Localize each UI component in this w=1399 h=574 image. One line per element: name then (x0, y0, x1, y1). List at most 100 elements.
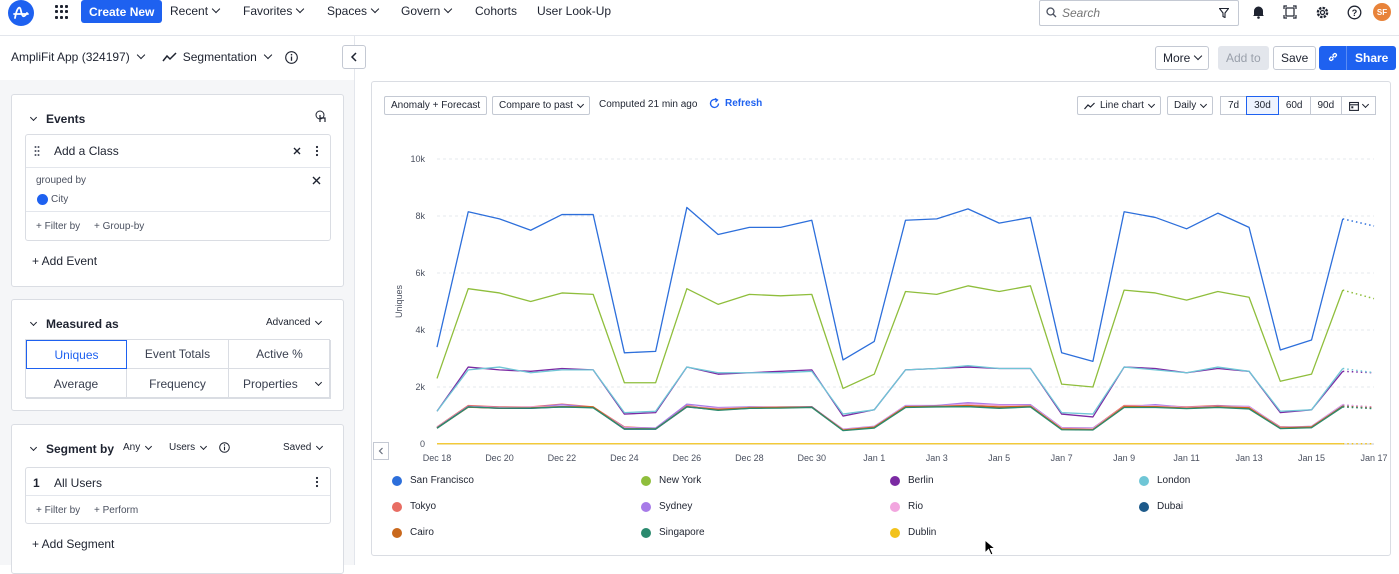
measure-frequency[interactable]: Frequency (127, 369, 229, 399)
measure-uniques[interactable]: Uniques (26, 340, 127, 369)
help-icon[interactable]: ? (1346, 4, 1362, 20)
measure-properties[interactable]: Properties (229, 369, 331, 399)
x-tick-label: Dec 18 (423, 453, 452, 462)
segment-users-label: Users (169, 442, 195, 453)
segment-name[interactable]: All Users (54, 476, 102, 490)
segment-header[interactable]: Segment by (31, 442, 114, 456)
y-tick-label: 10k (410, 154, 425, 164)
nav-user-lookup[interactable]: User Look-Up (537, 4, 611, 18)
saved-segments-dropdown[interactable]: Saved (283, 442, 322, 453)
range-60d[interactable]: 60d (1278, 96, 1311, 115)
mouse-cursor-icon (984, 539, 996, 557)
filter-icon[interactable] (1219, 8, 1229, 18)
project-selector[interactable]: AmpliFit App (324197) (11, 50, 130, 64)
add-to-button[interactable]: Add to (1218, 46, 1269, 70)
notifications-bell-icon[interactable] (1250, 4, 1266, 20)
legend-item[interactable]: New York (641, 475, 701, 486)
info-icon[interactable] (285, 51, 298, 64)
more-options-icon[interactable] (315, 145, 319, 157)
nav-govern[interactable]: Govern (401, 4, 451, 18)
x-tick-label: Jan 15 (1298, 453, 1325, 462)
group-by-button[interactable]: + Group-by (94, 221, 144, 232)
drag-handle-icon[interactable] (34, 145, 40, 157)
legend-item[interactable]: Sydney (641, 501, 692, 512)
nav-user-lookup-label: User Look-Up (537, 4, 611, 18)
range-30d[interactable]: 30d (1246, 96, 1279, 115)
add-segment-button[interactable]: + Add Segment (32, 537, 114, 551)
avatar[interactable]: SF (1373, 3, 1391, 21)
remove-event-icon[interactable] (293, 147, 301, 155)
legend-item[interactable]: San Francisco (392, 475, 474, 486)
nav-favorites[interactable]: Favorites (243, 4, 303, 18)
search-input[interactable] (1062, 6, 1212, 20)
range-90d[interactable]: 90d (1310, 96, 1343, 115)
info-icon[interactable] (219, 442, 230, 453)
segment-users-dropdown[interactable]: Users (169, 442, 206, 453)
filter-by-button[interactable]: + Filter by (36, 221, 80, 232)
add-event-button[interactable]: + Add Event (32, 254, 97, 268)
chevron-down-icon[interactable] (264, 51, 272, 59)
screen-capture-icon[interactable] (1282, 4, 1298, 20)
create-new-button[interactable]: Create New (81, 0, 162, 23)
more-button[interactable]: More (1155, 46, 1209, 70)
legend-item[interactable]: London (1139, 475, 1190, 486)
search-box[interactable] (1039, 0, 1239, 26)
chevron-down-icon (200, 442, 207, 449)
events-header[interactable]: Events (31, 112, 85, 126)
legend-item[interactable]: Cairo (392, 527, 434, 538)
x-tick-label: Jan 5 (988, 453, 1010, 462)
y-tick-label: 6k (415, 268, 425, 278)
legend-item[interactable]: Dublin (890, 527, 936, 538)
save-button[interactable]: Save (1273, 46, 1316, 70)
interval-dropdown[interactable]: Daily (1167, 96, 1213, 115)
range-7d[interactable]: 7d (1220, 96, 1247, 115)
amplitude-logo-icon[interactable] (8, 0, 34, 26)
segment-any-dropdown[interactable]: Any (123, 442, 151, 453)
scroll-left-button[interactable] (373, 442, 389, 460)
collapse-sidebar-button[interactable] (342, 45, 366, 69)
legend-item[interactable]: Singapore (641, 527, 705, 538)
legend-item[interactable]: Rio (890, 501, 923, 512)
event-name[interactable]: Add a Class (54, 144, 119, 158)
advanced-dropdown[interactable]: Advanced (266, 317, 321, 328)
x-tick-label: Jan 11 (1173, 453, 1199, 462)
nav-spaces[interactable]: Spaces (327, 4, 378, 18)
measure-active-percent[interactable]: Active % (229, 340, 331, 369)
legend-item[interactable]: Tokyo (392, 501, 436, 512)
legend-label: Singapore (659, 527, 705, 538)
segment-filter-by-button[interactable]: + Filter by (36, 505, 80, 516)
chevron-down-icon[interactable] (136, 51, 144, 59)
share-button[interactable]: Share (1347, 46, 1396, 70)
compare-to-past-dropdown[interactable]: Compare to past (492, 96, 590, 115)
search-icon (1046, 7, 1057, 18)
copy-link-button[interactable] (1319, 46, 1347, 70)
anomaly-forecast-button[interactable]: Anomaly + Forecast (384, 96, 487, 115)
segment-card: 1 All Users + Filter by + Perform (25, 467, 331, 524)
share-button-group: Share (1319, 46, 1396, 70)
remove-groupby-icon[interactable] (312, 176, 321, 185)
legend-label: Rio (908, 501, 923, 512)
nav-recent[interactable]: Recent (170, 4, 219, 18)
settings-gear-icon[interactable] (1314, 4, 1330, 20)
legend-item[interactable]: Berlin (890, 475, 934, 486)
measured-as-header[interactable]: Measured as (31, 317, 119, 331)
line-chart-dropdown[interactable]: Line chart (1077, 96, 1161, 115)
legend-item[interactable]: Dubai (1139, 501, 1183, 512)
legend-label: New York (659, 475, 701, 486)
measured-as-title: Measured as (46, 317, 119, 331)
chevron-down-icon (371, 5, 379, 13)
series-line (437, 367, 1343, 417)
x-tick-label: Dec 28 (735, 453, 764, 462)
measure-average[interactable]: Average (26, 369, 127, 399)
perform-button[interactable]: + Perform (94, 505, 138, 516)
chart-type-selector[interactable]: Segmentation (183, 50, 257, 64)
measure-event-totals[interactable]: Event Totals (127, 340, 229, 369)
group-property-chip[interactable]: City (37, 194, 68, 205)
events-title: Events (46, 112, 85, 126)
more-options-icon[interactable] (315, 476, 319, 488)
refresh-button[interactable]: Refresh (709, 98, 762, 109)
touch-icon[interactable] (315, 110, 328, 124)
nav-cohorts[interactable]: Cohorts (475, 4, 517, 18)
apps-grid-icon[interactable] (55, 5, 69, 19)
date-picker-button[interactable] (1341, 96, 1376, 115)
